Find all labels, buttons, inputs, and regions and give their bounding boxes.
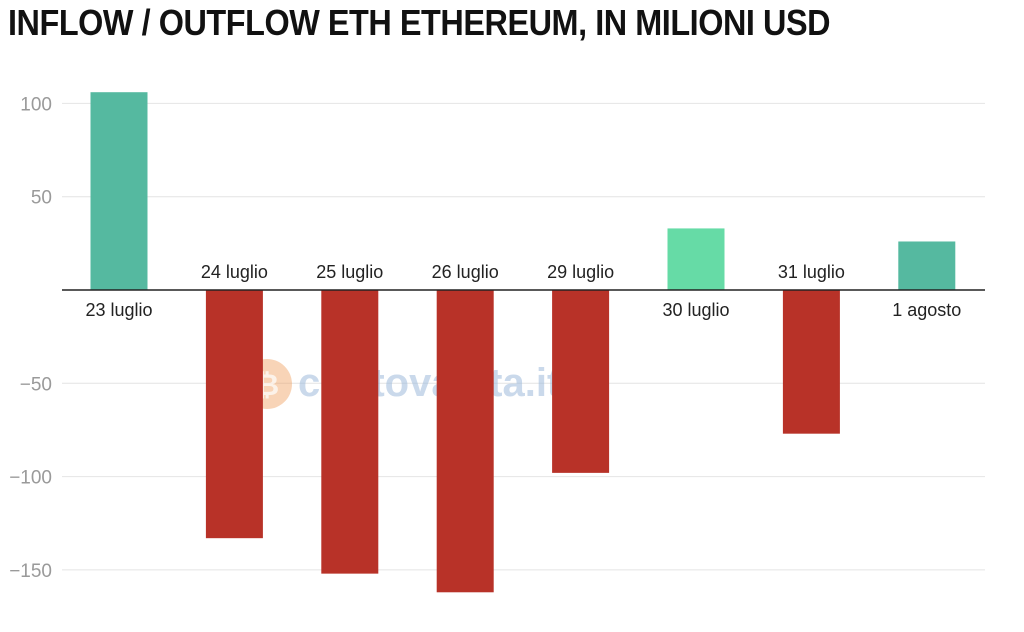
x-category-label: 30 luglio <box>662 300 729 320</box>
bar-1-agosto <box>898 241 956 290</box>
x-category-label: 25 luglio <box>316 262 383 282</box>
y-tick-label: −150 <box>9 561 52 582</box>
x-category-label: 29 luglio <box>547 262 614 282</box>
x-category-label: 26 luglio <box>432 262 499 282</box>
bar-23-luglio <box>90 92 148 290</box>
x-category-label: 31 luglio <box>778 262 845 282</box>
chart-title: INFLOW / OUTFLOW ETH ETHEREUM, IN MILION… <box>8 2 831 43</box>
x-category-label: 1 agosto <box>892 300 961 320</box>
bar-30-luglio <box>667 228 725 290</box>
y-tick-label: −50 <box>20 374 52 395</box>
x-category-label: 24 luglio <box>201 262 268 282</box>
bar-24-luglio <box>205 290 263 539</box>
bar-29-luglio <box>552 290 610 473</box>
bar-26-luglio <box>436 290 494 593</box>
y-tick-label: 100 <box>20 94 52 115</box>
bar-31-luglio <box>782 290 840 434</box>
x-category-label: 23 luglio <box>85 300 152 320</box>
y-tick-label: −100 <box>9 468 52 489</box>
bar-25-luglio <box>321 290 379 574</box>
y-tick-label: 50 <box>31 188 52 209</box>
